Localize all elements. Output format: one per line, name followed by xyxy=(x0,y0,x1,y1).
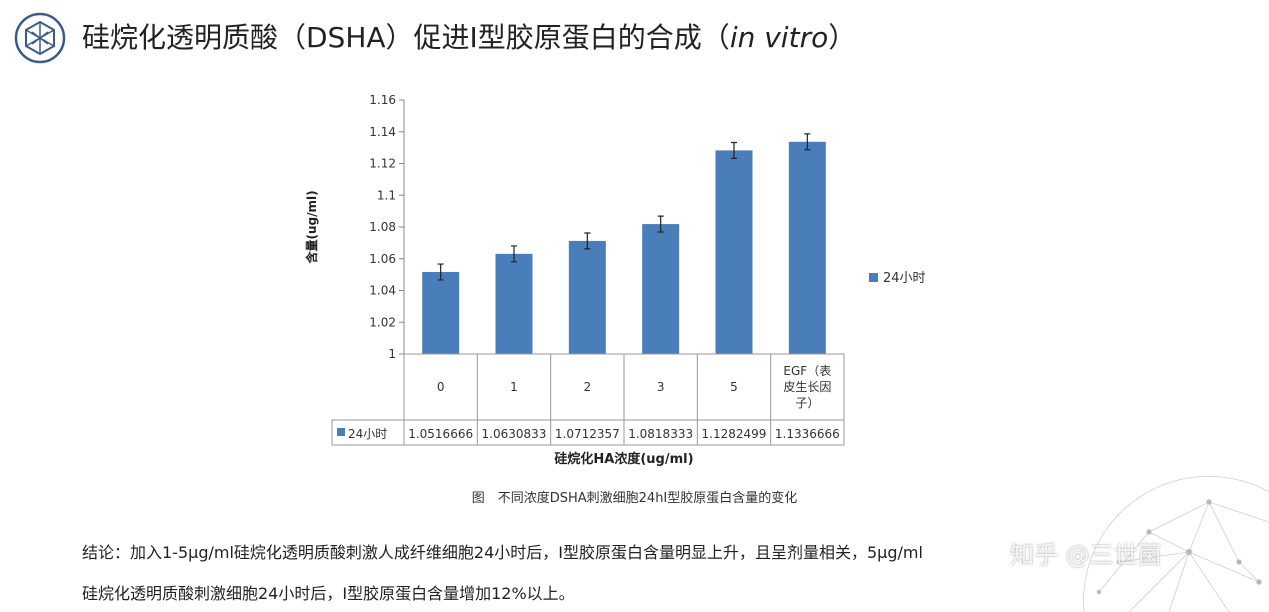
error-bar xyxy=(511,245,517,263)
table-value: 1.0818333 xyxy=(628,427,693,441)
y-tick-label: 1.04 xyxy=(369,284,396,298)
logo-icon xyxy=(14,12,66,64)
title-italic: in vitro xyxy=(729,21,829,54)
x-category-label: 2 xyxy=(584,380,592,394)
y-tick-label: 1.16 xyxy=(369,93,396,107)
title-end: ） xyxy=(828,21,857,54)
bar xyxy=(788,141,826,354)
table-value: 1.0712357 xyxy=(555,427,620,441)
y-tick-label: 1.12 xyxy=(369,157,396,171)
y-tick-label: 1.14 xyxy=(369,125,396,139)
table-legend-swatch xyxy=(337,428,345,436)
network-globe-decoration xyxy=(1083,476,1269,612)
bar-chart: 1 1.02 1.04 1.06 1.08 1.1 1.12 1.14 1.16 含量(ug/ml… xyxy=(304,93,926,467)
y-tick-label: 1.02 xyxy=(369,315,396,329)
watermark: 知乎 @三世菌 xyxy=(1010,541,1162,569)
y-tick-label: 1.06 xyxy=(369,252,396,266)
bar xyxy=(568,240,606,354)
x-category-label: 皮生长因 xyxy=(783,380,831,394)
y-tick-label: 1.08 xyxy=(369,220,396,234)
y-axis-label: 含量(ug/ml) xyxy=(304,190,319,263)
y-tick-label: 1.1 xyxy=(377,188,396,202)
x-category-label: 子） xyxy=(795,396,819,410)
bar xyxy=(495,253,533,354)
x-axis-label: 硅烷化HA浓度(ug/ml) xyxy=(554,451,693,467)
x-category-label: 0 xyxy=(437,380,445,394)
conclusion-line-2: 硅烷化透明质酸刺激细胞24小时后，I型胶原蛋白含量增加12%以上。 xyxy=(82,584,575,603)
table-value: 1.1282499 xyxy=(702,427,767,441)
error-bar xyxy=(437,263,444,281)
conclusion-line-1: 结论：加入1-5μg/ml硅烷化透明质酸刺激人成纤维细胞24小时后，Ⅰ型胶原蛋白… xyxy=(82,543,923,562)
x-category-label: 5 xyxy=(730,380,738,394)
table-series-label: 24小时 xyxy=(348,427,387,441)
error-bar xyxy=(731,141,737,159)
bar xyxy=(422,271,460,354)
figure-caption: 图 不同浓度DSHA刺激细胞24hI型胶原蛋白含量的变化 xyxy=(471,491,798,506)
x-category-label: 3 xyxy=(657,380,665,394)
error-bar xyxy=(584,232,591,250)
error-bar xyxy=(804,133,811,151)
y-tick-label: 1 xyxy=(388,347,396,361)
title-text: 硅烷化透明质酸（DSHA）促进I型胶原蛋白的合成（ xyxy=(82,21,730,54)
bar xyxy=(715,150,753,354)
x-category-label: 1 xyxy=(510,380,518,394)
table-value: 1.1336666 xyxy=(775,427,840,441)
bar xyxy=(642,224,680,354)
page-title: 硅烷化透明质酸（DSHA）促进I型胶原蛋白的合成（in vitro） xyxy=(82,20,856,56)
legend-label: 24小时 xyxy=(883,271,926,286)
table-value: 1.0516666 xyxy=(408,427,473,441)
legend-swatch xyxy=(869,273,878,282)
x-category-label: EGF（表 xyxy=(783,364,831,378)
error-bar xyxy=(657,215,664,233)
table-value: 1.0630833 xyxy=(482,427,547,441)
